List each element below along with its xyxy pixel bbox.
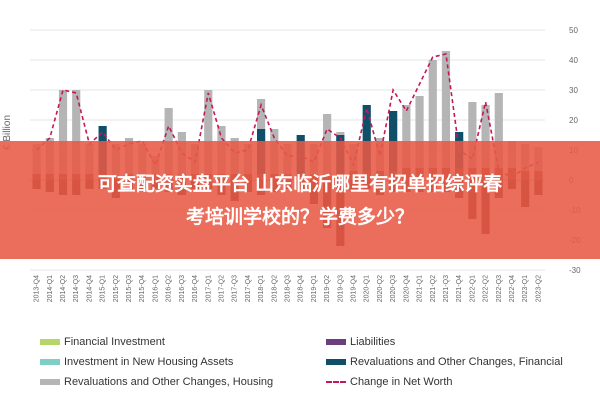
bar-revaluations-housing [72,90,81,180]
x-tick-label: 2020-Q3 [390,275,397,302]
legend-dash [326,381,346,383]
bar-revaluations-housing [441,51,451,180]
legend-label: Change in Net Worth [350,376,453,388]
legend-label: Liabilities [350,336,396,348]
x-tick-label: 2019-Q1 [311,275,318,302]
x-tick-label: 2014-Q3 [73,275,80,302]
y-tick-label: 20 [569,116,578,125]
legend-item-revaluations-financial: Revaluations and Other Changes, Financia… [326,356,563,368]
legend: Financial Investment Liabilities Investm… [40,336,580,396]
x-tick-label: 2022-Q2 [483,275,490,302]
x-tick-label: 2015-Q4 [139,275,146,302]
x-tick-label: 2015-Q1 [100,275,107,302]
x-tick-label: 2022-Q3 [496,275,503,302]
y-tick-label: -30 [569,266,581,275]
x-tick-label: 2020-Q2 [377,275,384,302]
x-tick-label: 2016-Q3 [179,275,186,302]
x-tick-label: 2016-Q2 [166,275,173,302]
x-tick-label: 2018-Q1 [258,275,265,302]
legend-item-financial-investment: Financial Investment [40,336,165,348]
x-tick-label: 2023-Q1 [522,275,529,302]
bar-revaluations-housing [58,90,68,180]
x-tick-label: 2018-Q4 [298,275,305,302]
x-tick-label: 2014-Q1 [47,275,54,302]
legend-label: Financial Investment [64,336,165,348]
x-tick-label: 2017-Q4 [245,275,252,302]
x-tick-label: 2021-Q4 [456,275,463,302]
x-tick-label: 2017-Q3 [232,275,239,302]
x-tick-label: 2014-Q4 [86,275,93,302]
x-tick-label: 2021-Q3 [443,275,450,302]
x-tick-label: 2019-Q2 [324,275,331,302]
bar-revaluations-housing [494,93,503,180]
legend-item-change-net-worth: Change in Net Worth [326,376,453,388]
x-tick-label: 2016-Q1 [152,275,159,302]
bar-revaluations-housing [204,90,213,180]
x-tick-label: 2019-Q4 [351,275,358,302]
x-tick-label: 2017-Q1 [205,275,212,302]
bar-revaluations-housing [428,60,437,180]
x-tick-label: 2018-Q3 [285,275,292,302]
x-tick-label: 2020-Q4 [403,275,410,302]
x-tick-label: 2019-Q3 [337,275,344,302]
legend-swatch [40,359,60,365]
legend-swatch [40,379,60,385]
legend-label: Investment in New Housing Assets [64,356,234,368]
x-tick-label: 2015-Q2 [113,275,120,302]
x-tick-label: 2015-Q3 [126,275,133,302]
x-tick-label: 2017-Q2 [218,275,225,302]
x-tick-label: 2021-Q2 [430,275,437,302]
x-tick-label: 2014-Q2 [60,275,67,302]
legend-label: Revaluations and Other Changes, Housing [64,376,274,388]
legend-swatch [40,339,60,345]
legend-swatch [326,359,346,365]
y-tick-label: 40 [569,56,578,65]
legend-item-investment-new-housing: Investment in New Housing Assets [40,356,233,368]
x-tick-label: 2020-Q1 [364,275,371,302]
x-tick-label: 2023-Q2 [535,275,542,302]
x-tick-label: 2013-Q4 [34,275,41,302]
legend-item-revaluations-housing: Revaluations and Other Changes, Housing [40,376,273,388]
bar-revaluations-housing [415,96,424,180]
legend-item-liabilities: Liabilities [326,336,395,348]
y-tick-label: 30 [569,86,578,95]
overlay-banner-text: 可查配资实盘平台 山东临沂哪里有招单招综评春 考培训学校的？学费多少？ [10,168,590,234]
overlay-banner [0,141,600,259]
y-tick-label: 50 [569,26,578,35]
x-tick-label: 2018-Q2 [271,275,278,302]
overlay-line-1: 可查配资实盘平台 山东临沂哪里有招单招综评春 [97,174,503,195]
legend-swatch [326,339,346,345]
x-tick-label: 2022-Q1 [469,275,476,302]
x-tick-label: 2022-Q4 [509,275,516,302]
overlay-line-2: 考培训学校的？学费多少？ [185,207,414,228]
x-tick-label: 2016-Q4 [192,275,199,302]
legend-label: Revaluations and Other Changes, Financia… [350,356,563,368]
x-tick-label: 2021-Q1 [417,275,424,302]
